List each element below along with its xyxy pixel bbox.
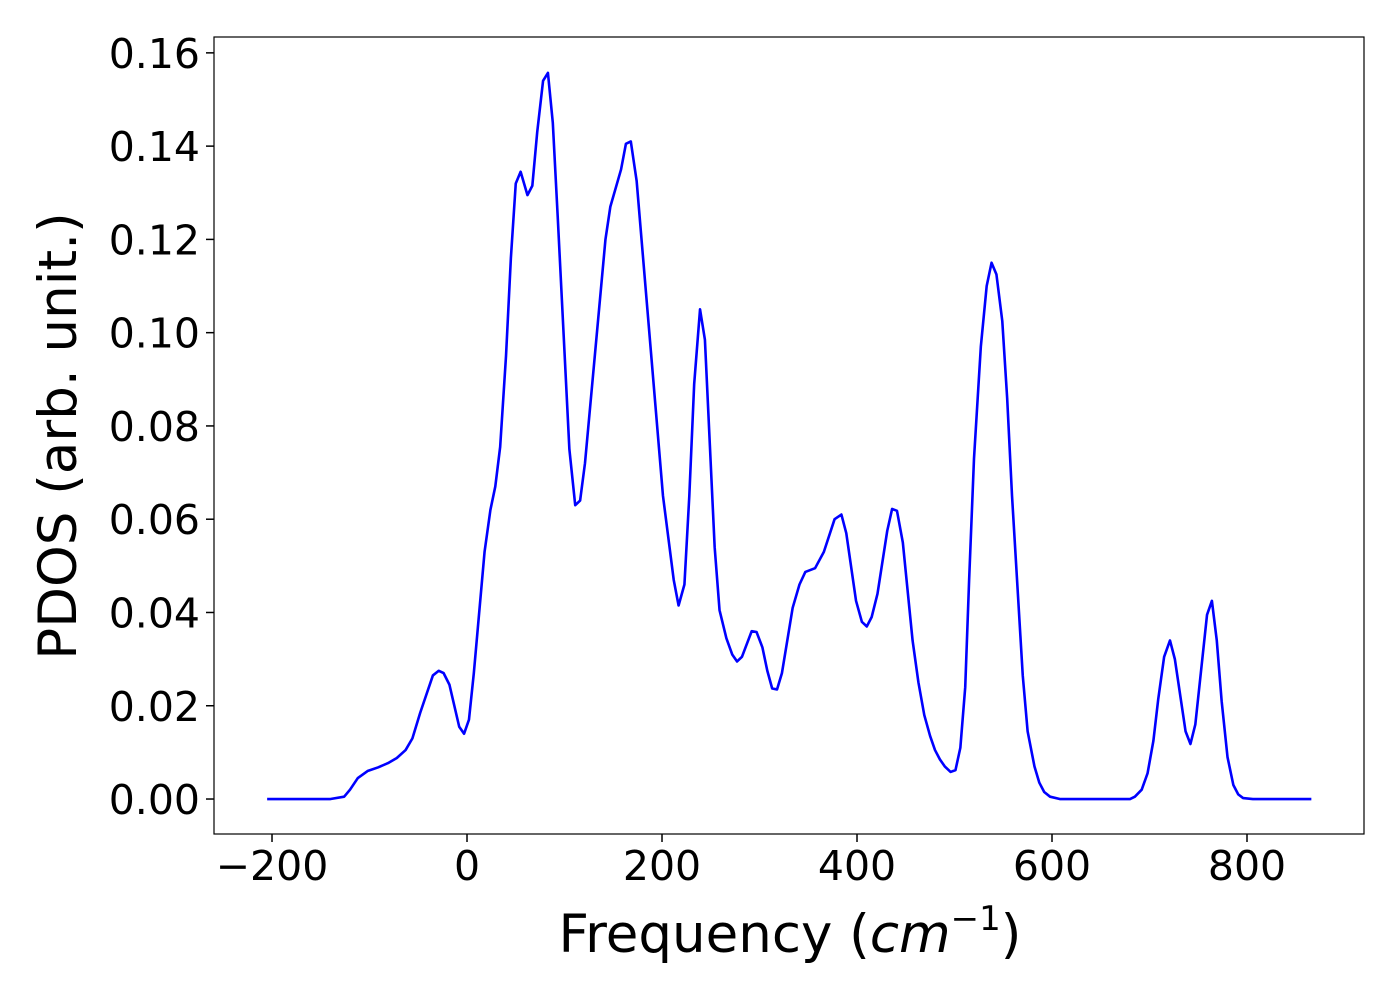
y-tick-label: 0.10 <box>109 310 200 358</box>
y-tick-label: 0.12 <box>109 216 200 264</box>
y-tick-label: 0.04 <box>109 589 200 637</box>
x-tick-label: 600 <box>1013 842 1091 890</box>
x-label-close: ) <box>1001 904 1022 965</box>
y-tick-label: 0.06 <box>109 496 200 544</box>
x-axis-label: Frequency (cm−1) <box>559 899 1022 965</box>
x-tick-label: 400 <box>818 842 896 890</box>
plot-frame <box>213 36 1365 835</box>
y-tick-label: 0.16 <box>109 30 200 78</box>
x-tick-label: 0 <box>454 842 480 890</box>
x-tick-label: 200 <box>623 842 701 890</box>
y-tick-label: 0.02 <box>109 683 200 731</box>
x-tick-label: 800 <box>1208 842 1286 890</box>
y-axis-label: PDOS (arb. unit.) <box>28 212 89 659</box>
x-tick-label: −200 <box>216 842 329 890</box>
data-line <box>267 71 1312 801</box>
y-tick-label: 0.14 <box>109 123 200 171</box>
x-label-unit: cm <box>870 904 951 965</box>
x-label-text: Frequency ( <box>559 904 870 965</box>
y-tick-label: 0.08 <box>109 403 200 451</box>
y-tick-label: 0.00 <box>109 776 200 824</box>
x-label-exponent: −1 <box>951 899 1001 939</box>
